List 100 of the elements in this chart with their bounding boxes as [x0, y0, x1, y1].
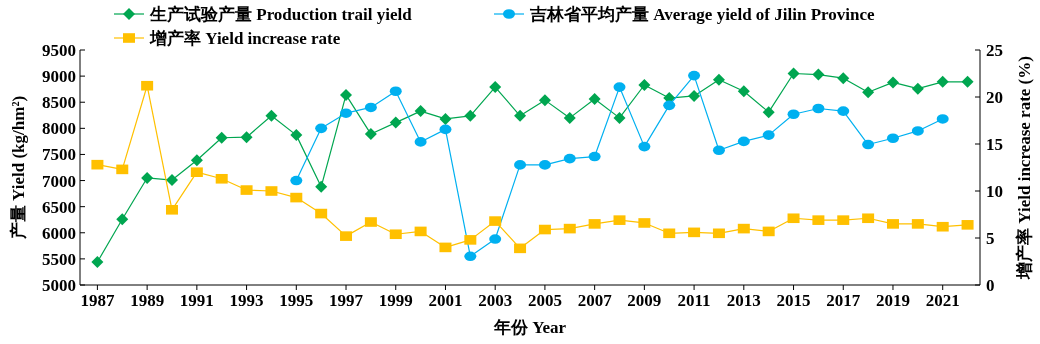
x-tick-label: 1987 — [80, 291, 115, 310]
x-tick-label: 2001 — [428, 291, 463, 310]
point — [514, 243, 527, 254]
point — [439, 112, 452, 125]
point — [911, 82, 924, 95]
point — [340, 88, 353, 101]
x-tick-label: 2017 — [826, 291, 861, 310]
point — [911, 219, 924, 229]
point — [265, 109, 278, 122]
point — [837, 72, 850, 85]
point — [464, 109, 477, 122]
point — [464, 251, 477, 262]
point — [862, 86, 875, 99]
point — [886, 219, 899, 229]
point — [290, 192, 303, 203]
point — [538, 224, 551, 235]
point — [141, 80, 154, 91]
point — [688, 227, 701, 238]
point — [116, 213, 129, 226]
point — [737, 136, 750, 147]
point — [638, 78, 651, 91]
point — [340, 231, 353, 241]
x-tick-label: 1995 — [279, 291, 314, 310]
legend-label: 增产率 Yield increase rate — [149, 29, 341, 48]
point — [240, 131, 253, 144]
point — [787, 67, 800, 80]
point — [165, 205, 178, 215]
x-tick-label: 2019 — [875, 291, 910, 310]
x-axis-title: 年份 Year — [492, 318, 567, 337]
point — [712, 145, 725, 156]
point — [737, 223, 750, 234]
y-tick-label: 7500 — [42, 145, 76, 165]
point — [563, 153, 576, 164]
point — [439, 242, 452, 253]
point — [588, 151, 601, 162]
point — [315, 208, 328, 219]
y-tick-label: 6500 — [42, 197, 76, 217]
point — [613, 82, 626, 92]
x-tick-label: 2015 — [776, 291, 811, 310]
y-tick-label: 6000 — [42, 223, 76, 243]
point — [215, 173, 228, 184]
y-axis-title: 产量 Yield (kg/hm²) — [9, 95, 28, 241]
point — [787, 213, 800, 224]
legend-label: 生产试验产量 Production trail yield — [149, 5, 413, 24]
point — [414, 137, 427, 147]
point — [638, 141, 651, 152]
y-tick-label: 5500 — [42, 249, 76, 269]
point — [961, 220, 974, 230]
point — [514, 109, 527, 122]
point — [215, 131, 228, 144]
point — [91, 256, 104, 269]
point — [414, 226, 427, 237]
point — [613, 111, 626, 124]
point — [563, 111, 576, 124]
point — [364, 102, 377, 113]
point — [663, 100, 676, 111]
point — [588, 219, 601, 229]
point — [290, 129, 303, 142]
y2-tick-label: 20 — [986, 88, 1003, 107]
point — [389, 86, 402, 97]
point — [688, 89, 701, 102]
x-tick-label: 2003 — [478, 291, 513, 310]
point — [538, 160, 551, 170]
point — [762, 130, 775, 140]
y2-axis-title: 增产率 Yield increase rate (%) — [1015, 56, 1034, 280]
point — [464, 235, 477, 245]
point — [563, 223, 576, 234]
point — [638, 218, 651, 228]
y-tick-label: 8500 — [42, 93, 76, 113]
y2-tick-label: 10 — [986, 182, 1003, 201]
point — [862, 213, 875, 224]
point — [837, 106, 850, 116]
point — [936, 75, 949, 88]
x-tick-label: 2005 — [527, 291, 562, 310]
point — [886, 76, 899, 89]
point — [514, 160, 527, 170]
x-tick-label: 2021 — [925, 291, 960, 310]
point — [364, 128, 377, 141]
y-tick-label: 8000 — [42, 119, 76, 139]
point — [290, 175, 303, 186]
x-tick-label: 1989 — [130, 291, 165, 310]
point — [837, 215, 850, 225]
point — [588, 93, 601, 106]
point — [489, 216, 502, 226]
point — [712, 228, 725, 239]
point — [389, 229, 402, 240]
point — [489, 234, 502, 244]
point — [862, 139, 875, 150]
point — [315, 123, 328, 134]
y2-tick-label: 15 — [986, 135, 1003, 154]
y2-tick-label: 5 — [986, 229, 995, 248]
x-tick-label: 1991 — [179, 291, 214, 310]
point — [812, 103, 825, 114]
x-tick-label: 2007 — [577, 291, 613, 310]
y-tick-label: 7000 — [42, 171, 76, 191]
x-tick-label: 2011 — [677, 291, 711, 310]
point — [165, 174, 178, 187]
point — [116, 164, 129, 175]
point — [886, 133, 899, 144]
point — [489, 81, 502, 94]
